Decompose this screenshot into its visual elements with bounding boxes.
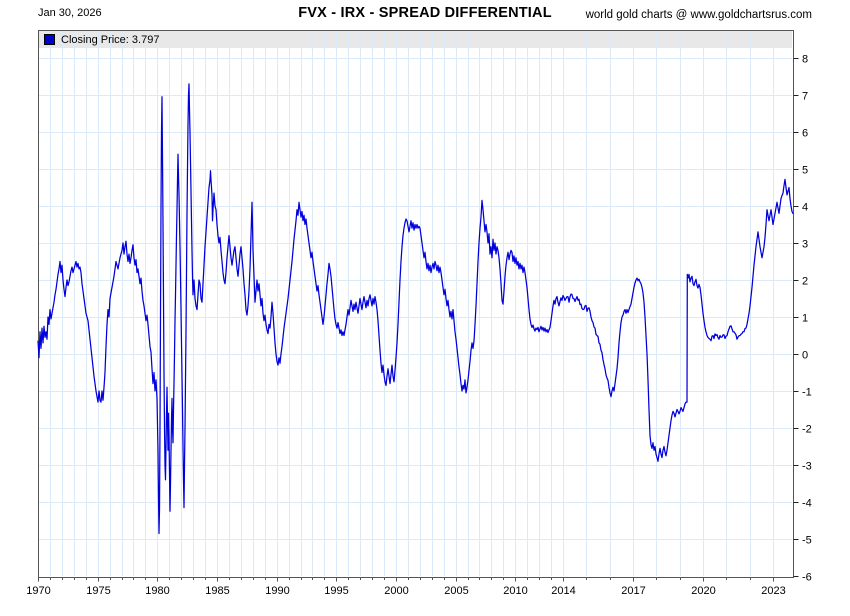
y-tick-label: 1 [802, 313, 808, 325]
x-tick-label: 2010 [503, 585, 527, 597]
legend-strip-bg [39, 31, 792, 48]
y-tick-label: 2 [802, 276, 808, 288]
x-gridlines [50, 31, 774, 576]
chart-credit: world gold charts @ www.goldchartsrus.co… [585, 9, 812, 21]
y-tick-label: 5 [802, 165, 808, 177]
y-tick-label: 7 [802, 91, 808, 103]
x-tick-label: 1970 [26, 585, 50, 597]
plot-frame [38, 30, 794, 578]
y-tick-label: 4 [802, 202, 808, 214]
x-tick-label: 1995 [324, 585, 348, 597]
legend-label: Closing Price: 3.797 [61, 33, 160, 46]
legend-marker-icon [44, 34, 55, 45]
x-tick-label: 2023 [761, 585, 785, 597]
x-tick-label: 1990 [265, 585, 289, 597]
y-tick-label: 3 [802, 239, 808, 251]
x-axis-ticks [38, 577, 774, 582]
closing-price-line [37, 83, 794, 535]
x-tick-label: 2014 [551, 585, 575, 597]
y-tick-label: -3 [802, 461, 812, 473]
y-tick-label: 8 [802, 54, 808, 66]
y-tick-label: -2 [802, 424, 812, 436]
y-tick-label: -5 [802, 535, 812, 547]
x-tick-label: 2017 [621, 585, 645, 597]
x-tick-label: 1985 [205, 585, 229, 597]
y-axis-ticks [793, 58, 799, 577]
page-title: FVX - IRX - SPREAD DIFFERENTIAL [298, 5, 552, 21]
x-tick-label: 1980 [145, 585, 169, 597]
x-tick-label: 2005 [444, 585, 468, 597]
x-tick-label: 1975 [86, 585, 110, 597]
y-tick-label: 6 [802, 128, 808, 140]
chart-date-label: Jan 30, 2026 [38, 7, 102, 19]
y-gridlines [39, 58, 792, 540]
x-tick-label: 2020 [691, 585, 715, 597]
x-tick-label: 2000 [384, 585, 408, 597]
y-tick-label: 0 [802, 350, 808, 362]
legend: Closing Price: 3.797 [44, 31, 159, 48]
y-tick-label: -1 [802, 387, 812, 399]
y-tick-label: -6 [802, 572, 812, 584]
y-tick-label: -4 [802, 498, 812, 510]
